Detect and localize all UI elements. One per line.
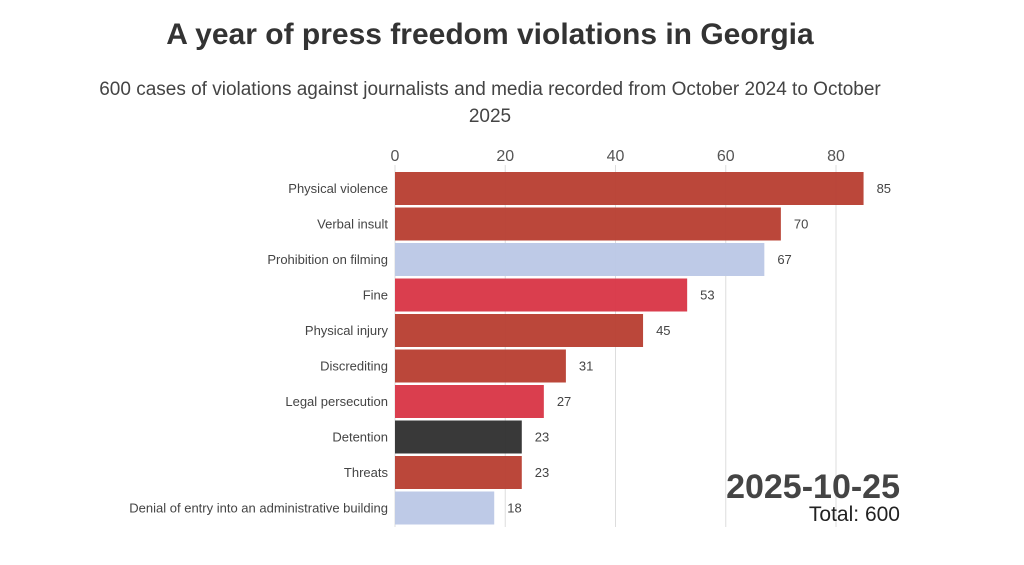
category-label: Prohibition on filming (267, 252, 388, 267)
category-label: Fine (363, 288, 388, 303)
chart-subtitle: 600 cases of violations against journali… (99, 79, 881, 127)
chart-title: A year of press freedom violations in Ge… (166, 18, 814, 51)
value-label: 18 (507, 501, 521, 516)
value-label: 67 (777, 252, 791, 267)
total-label: Total: 600 (808, 503, 900, 526)
category-label: Physical violence (288, 181, 388, 196)
category-label: Physical injury (305, 323, 389, 338)
category-label: Threats (344, 465, 389, 480)
x-tick-label: 60 (717, 148, 735, 165)
value-label: 23 (535, 430, 549, 445)
x-tick-label: 0 (391, 148, 400, 165)
value-label: 53 (700, 288, 714, 303)
bar (395, 172, 864, 205)
bar (395, 456, 522, 489)
value-label: 45 (656, 323, 670, 338)
bar (395, 420, 522, 454)
x-tick-label: 20 (496, 148, 514, 165)
x-tick-label: 40 (607, 148, 625, 165)
bar (395, 278, 688, 312)
x-tick-label: 80 (827, 148, 845, 165)
bar (395, 207, 781, 241)
category-label: Denial of entry into an administrative b… (129, 501, 388, 516)
category-label: Verbal insult (317, 217, 388, 232)
bar (395, 491, 495, 525)
value-label: 27 (557, 394, 571, 409)
bar (395, 385, 544, 418)
category-label: Detention (332, 430, 388, 445)
value-label: 23 (535, 465, 549, 480)
bar (395, 314, 644, 347)
value-label: 85 (877, 181, 891, 196)
category-label: Legal persecution (285, 394, 388, 409)
category-label: Discrediting (320, 359, 388, 374)
date-label: 2025-10-25 (726, 468, 900, 506)
value-label: 31 (579, 359, 593, 374)
bar (395, 349, 566, 383)
bar (395, 243, 765, 276)
value-label: 70 (794, 217, 808, 232)
